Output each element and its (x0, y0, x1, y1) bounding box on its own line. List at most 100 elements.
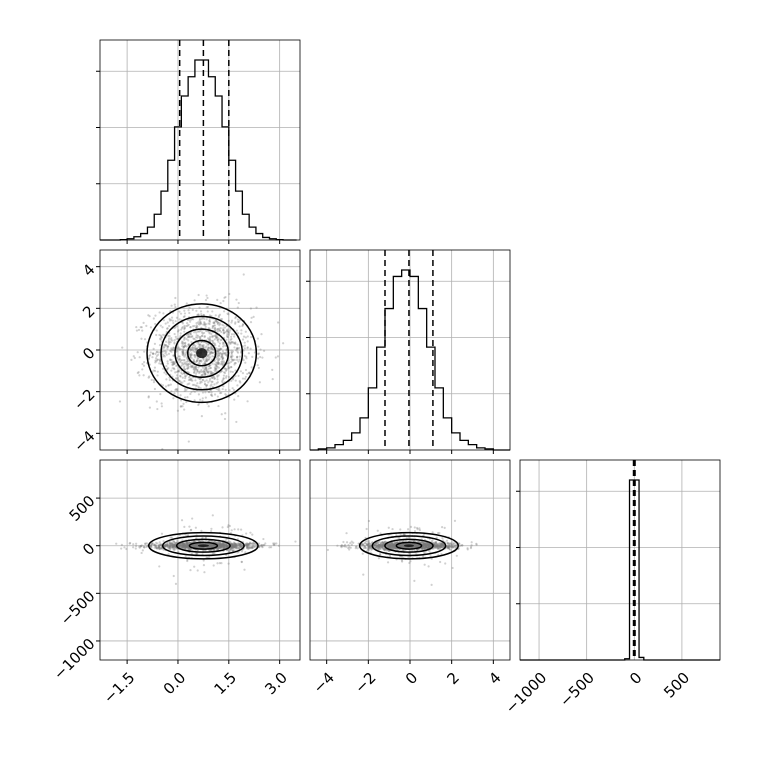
scatter-point (181, 542, 184, 545)
scatter-point (186, 383, 189, 386)
scatter-point (185, 400, 188, 404)
scatter-point (185, 544, 189, 547)
scatter-point (174, 543, 177, 547)
scatter-point (367, 544, 370, 547)
scatter-point (207, 390, 210, 394)
scatter-point (247, 352, 250, 355)
scatter-point (428, 545, 431, 548)
scatter-point (220, 545, 223, 549)
scatter-point (191, 335, 194, 338)
scatter-point (160, 547, 163, 550)
scatter-point (183, 345, 186, 348)
scatter-point (377, 543, 380, 546)
scatter-point (242, 358, 245, 362)
contour-level-1 (160, 315, 244, 391)
scatter-point (186, 547, 190, 551)
scatter-point (393, 542, 396, 545)
scatter-point (190, 528, 193, 531)
scatter-point (212, 544, 215, 547)
scatter-point (449, 545, 452, 548)
scatter-point (214, 319, 218, 322)
scatter-point (192, 544, 195, 547)
scatter-point (216, 548, 219, 551)
scatter-point (402, 543, 405, 546)
scatter-point (204, 360, 207, 363)
scatter-point (219, 543, 222, 546)
scatter-point (373, 543, 376, 547)
scatter-point (216, 362, 220, 366)
scatter-point (434, 546, 437, 549)
scatter-point (217, 361, 220, 365)
contour-level-0 (358, 531, 459, 560)
scatter-point (237, 320, 240, 323)
scatter-point (149, 545, 152, 548)
scatter-point (413, 546, 416, 549)
scatter-point (186, 542, 189, 546)
scatter-point (234, 374, 237, 378)
scatter-point (365, 543, 369, 546)
scatter-point (170, 347, 173, 350)
scatter-point (224, 544, 227, 547)
scatter-point (226, 525, 229, 529)
scatter-point (441, 544, 445, 547)
x-tick-label: −1000 (502, 669, 551, 718)
scatter-point (435, 545, 439, 548)
scatter-point (205, 365, 208, 368)
scatter-point (209, 372, 213, 375)
scatter-point (411, 546, 414, 549)
scatter-point (237, 544, 241, 547)
scatter-point (211, 380, 214, 383)
scatter-point (399, 545, 403, 548)
scatter-point (434, 545, 437, 548)
scatter-point (421, 547, 425, 551)
scatter-point (217, 543, 221, 546)
scatter-point (182, 350, 185, 353)
scatter-point (366, 544, 369, 547)
scatter-point (245, 545, 249, 548)
scatter-point (207, 346, 211, 349)
scatter-point (172, 360, 175, 363)
scatter-point (222, 544, 225, 547)
scatter-point (215, 365, 218, 368)
scatter-point (369, 545, 372, 548)
scatter-point (217, 387, 221, 390)
scatter-point (207, 367, 210, 370)
scatter-point (236, 355, 239, 358)
scatter-point (244, 336, 247, 339)
scatter-point (204, 298, 208, 302)
scatter-point (150, 545, 153, 548)
scatter-point (195, 347, 199, 350)
scatter-point (205, 367, 208, 370)
scatter-point (192, 347, 195, 350)
scatter-point (252, 315, 255, 318)
scatter-point (215, 361, 218, 364)
scatter-point (235, 329, 238, 332)
scatter-point (378, 547, 381, 550)
scatter-point (207, 545, 210, 549)
scatter-point (212, 564, 215, 567)
scatter-point (222, 544, 226, 547)
scatter-point (174, 335, 177, 338)
scatter-point (400, 544, 403, 547)
scatter-point (200, 414, 203, 418)
scatter-point (431, 531, 434, 534)
scatter-point (154, 359, 157, 362)
scatter-point (206, 348, 209, 351)
scatter-point (197, 313, 200, 316)
scatter-point (235, 347, 238, 350)
scatter-point (221, 364, 224, 367)
scatter-point (207, 346, 210, 350)
scatter-point (416, 545, 419, 548)
scatter-point (435, 543, 438, 546)
scatter-point (200, 359, 203, 362)
scatter-point (367, 547, 370, 550)
scatter-point (175, 388, 179, 391)
scatter-point (199, 336, 202, 339)
scatter-point (203, 369, 206, 372)
scatter-point (147, 395, 150, 398)
scatter-point (388, 543, 392, 547)
scatter-point (183, 543, 186, 546)
scatter-point (378, 553, 382, 556)
scatter-point (180, 546, 183, 549)
scatter-point (231, 355, 234, 358)
